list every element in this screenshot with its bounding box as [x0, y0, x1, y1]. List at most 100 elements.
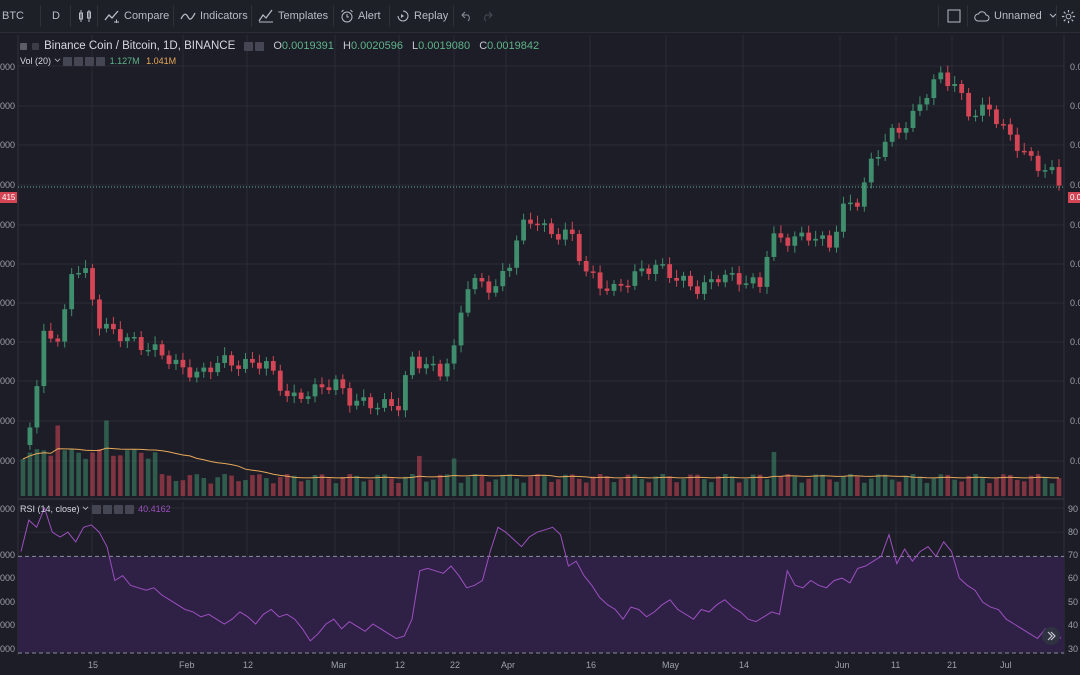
- volume-bar: [514, 478, 519, 496]
- candle-body: [312, 384, 318, 397]
- volume-bar: [340, 476, 346, 496]
- volume-bar: [20, 459, 26, 496]
- time-axis-label: Jun: [835, 660, 850, 670]
- candle-body: [646, 268, 652, 274]
- symbol-search[interactable]: BTC: [2, 10, 24, 22]
- interval-button[interactable]: D: [52, 10, 60, 22]
- candle-body: [458, 312, 464, 346]
- rsi-right-axis-label: 50: [1068, 597, 1079, 607]
- candle-body: [681, 275, 686, 281]
- candle-body: [903, 127, 909, 133]
- toolbar-divider: [389, 5, 390, 27]
- candle-body: [138, 337, 144, 351]
- volume-bar: [173, 480, 179, 496]
- volume-bar: [563, 474, 568, 496]
- candle-body: [465, 289, 471, 313]
- rsi-line: [20, 506, 1062, 642]
- volume-bar: [556, 479, 561, 496]
- eye-icon[interactable]: [91, 505, 101, 515]
- open-value: 0.0019391: [281, 40, 334, 52]
- replay-button[interactable]: Replay: [396, 0, 448, 32]
- more-icon[interactable]: [96, 57, 106, 67]
- templates-label: Templates: [278, 10, 329, 22]
- eye-icon[interactable]: [244, 41, 254, 51]
- close-icon[interactable]: [113, 505, 123, 515]
- volume-bar: [166, 475, 172, 496]
- volume-title[interactable]: Vol (20): [20, 56, 52, 66]
- left-axis-label: 000: [0, 259, 16, 269]
- time-axis-label: Jul: [1000, 660, 1012, 670]
- volume-bar: [973, 474, 978, 496]
- volume-bar: [778, 476, 784, 496]
- candle-body: [437, 363, 443, 377]
- rsi-left-axis-label: 000: [0, 597, 16, 607]
- time-axis-label: 16: [586, 660, 597, 670]
- settings-button[interactable]: [1061, 0, 1080, 32]
- chart-type-icon[interactable]: [32, 42, 40, 50]
- volume-bar: [1028, 475, 1034, 496]
- candle-body: [117, 329, 123, 342]
- time-axis-label: 22: [450, 660, 461, 670]
- volume-bar: [1042, 477, 1048, 496]
- candle-body: [597, 272, 603, 289]
- volume-bar: [451, 458, 457, 496]
- chart-style-button[interactable]: [78, 0, 96, 32]
- candle-body: [354, 400, 360, 406]
- candle-body: [263, 361, 269, 369]
- collapse-icon[interactable]: [20, 42, 27, 50]
- candle-body: [806, 232, 812, 241]
- candle-body: [743, 283, 749, 285]
- eye-icon[interactable]: [63, 57, 73, 67]
- volume-bar: [326, 478, 332, 496]
- candle-body: [973, 115, 978, 118]
- alert-button[interactable]: Alert: [340, 0, 381, 32]
- redo-button[interactable]: [481, 0, 497, 32]
- candle-body: [667, 264, 673, 278]
- candle-body: [701, 282, 707, 294]
- candles-icon: [79, 10, 91, 23]
- candle-body: [479, 278, 485, 282]
- volume-bar: [312, 474, 318, 496]
- scroll-to-realtime-button[interactable]: [1042, 627, 1060, 645]
- fullscreen-button[interactable]: [947, 0, 965, 32]
- left-axis-label: 000: [0, 180, 16, 190]
- cloud-icon: [974, 11, 990, 22]
- volume-bar: [1021, 481, 1027, 496]
- rsi-left-axis-label: 000: [0, 620, 16, 630]
- more-icon[interactable]: [255, 41, 265, 51]
- left-axis-label: 000: [0, 298, 16, 308]
- rsi-title[interactable]: RSI (14, close): [20, 504, 80, 514]
- toolbar-divider: [173, 5, 174, 27]
- undo-button[interactable]: [461, 0, 477, 32]
- settings-icon[interactable]: [102, 505, 112, 515]
- settings-icon[interactable]: [74, 57, 84, 67]
- symbol-title[interactable]: Binance Coin / Bitcoin, 1D, BINANCE: [44, 40, 236, 52]
- left-axis-label: 000: [0, 62, 16, 72]
- templates-button[interactable]: Templates: [258, 0, 328, 32]
- close-icon[interactable]: [85, 57, 95, 67]
- right-axis-label: 0.0: [1070, 337, 1080, 347]
- layout-name-button[interactable]: Unnamed: [974, 0, 1061, 32]
- more-icon[interactable]: [124, 505, 134, 515]
- volume-bar: [69, 449, 74, 496]
- volume-bar: [695, 474, 700, 496]
- volume-bar: [1014, 479, 1020, 496]
- candle-body: [535, 223, 540, 226]
- top-toolbar: BTC D Compare Indicators Templates Alert…: [0, 0, 1080, 33]
- candle-body: [653, 264, 659, 274]
- volume-bar: [479, 476, 485, 496]
- candle-body: [1035, 155, 1041, 171]
- left-axis-label: 000: [0, 140, 16, 150]
- candle-body: [1007, 124, 1013, 135]
- volume-bar: [750, 474, 756, 496]
- candle-body: [229, 355, 234, 366]
- compare-button[interactable]: Compare: [104, 0, 169, 32]
- indicators-button[interactable]: Indicators: [180, 0, 248, 32]
- candle-body: [528, 219, 533, 224]
- volume-bar: [855, 476, 860, 496]
- volume-bar: [966, 475, 971, 496]
- indicators-label: Indicators: [200, 10, 248, 22]
- candle-body: [430, 363, 436, 366]
- price-chart[interactable]: [0, 33, 1080, 675]
- toolbar-divider: [938, 5, 939, 27]
